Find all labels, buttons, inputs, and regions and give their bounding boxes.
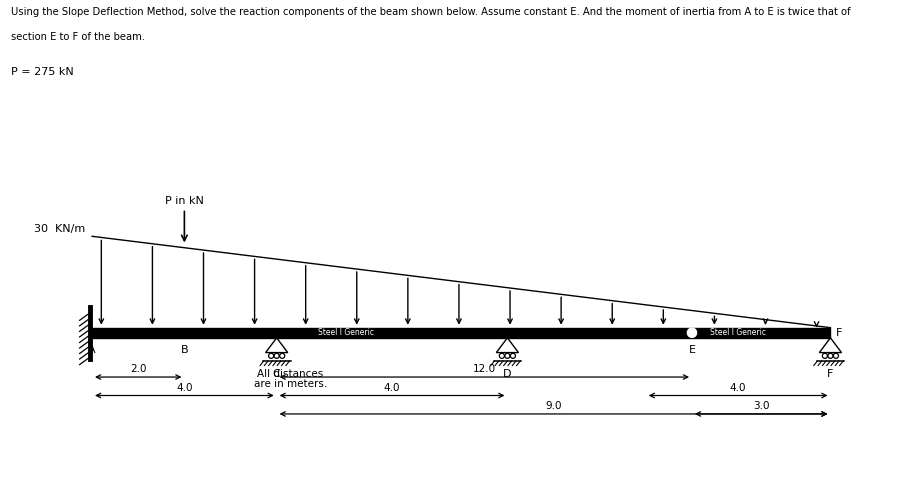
Text: 12.0: 12.0	[473, 364, 496, 374]
Text: 30  KN/m: 30 KN/m	[34, 224, 85, 234]
Text: A: A	[88, 345, 95, 355]
Text: P in kN: P in kN	[165, 196, 204, 206]
Polygon shape	[92, 328, 831, 338]
Text: P = 275 kN: P = 275 kN	[11, 67, 73, 77]
Text: 4.0: 4.0	[384, 383, 400, 393]
Text: 3.0: 3.0	[753, 401, 769, 411]
Circle shape	[688, 328, 697, 337]
Text: D: D	[503, 369, 511, 379]
Text: Steel I Generic: Steel I Generic	[711, 328, 767, 337]
Text: All distances: All distances	[257, 369, 324, 379]
Text: F: F	[836, 328, 843, 338]
Text: B: B	[181, 345, 188, 355]
Text: 4.0: 4.0	[730, 383, 746, 393]
Text: E: E	[688, 345, 696, 355]
Text: 2.0: 2.0	[130, 364, 147, 374]
Text: C: C	[273, 369, 281, 379]
Text: 4.0: 4.0	[176, 383, 193, 393]
Text: F: F	[827, 369, 834, 379]
Text: Using the Slope Deflection Method, solve the reaction components of the beam sho: Using the Slope Deflection Method, solve…	[11, 7, 851, 17]
Text: are in meters.: are in meters.	[254, 379, 327, 389]
Text: section E to F of the beam.: section E to F of the beam.	[11, 32, 145, 42]
Text: Steel I Generic: Steel I Generic	[318, 328, 374, 337]
Text: 9.0: 9.0	[545, 401, 562, 411]
